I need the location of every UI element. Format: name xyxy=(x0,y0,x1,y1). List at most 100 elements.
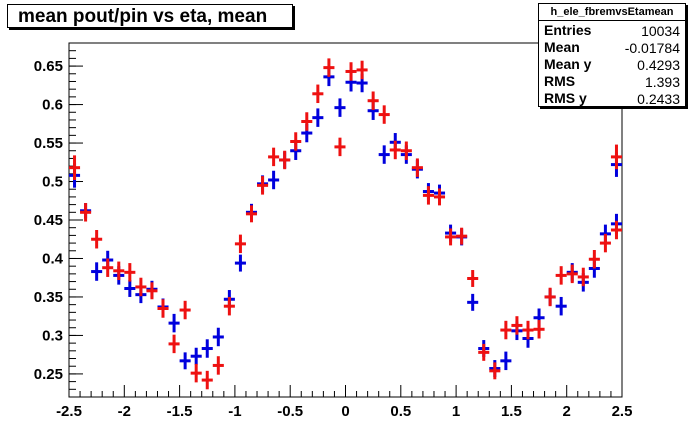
stats-label: Mean xyxy=(544,39,580,55)
x-tick-label: 0.5 xyxy=(390,403,411,420)
stats-value: -0.01784 xyxy=(624,40,680,56)
data-point xyxy=(234,254,246,272)
stats-box: h_ele_fbremvsEtamean Entries 10034 Mean … xyxy=(538,3,686,107)
data-point xyxy=(245,205,258,223)
data-point xyxy=(522,320,534,340)
series-layer xyxy=(69,58,622,390)
data-point xyxy=(500,320,512,340)
data-point xyxy=(422,186,434,205)
data-point xyxy=(378,105,390,124)
data-point xyxy=(257,176,269,195)
data-point xyxy=(610,144,622,170)
data-point xyxy=(80,203,92,222)
data-point xyxy=(212,356,224,375)
stats-label: Mean y xyxy=(544,56,592,72)
data-point xyxy=(334,98,346,117)
data-point xyxy=(168,313,180,333)
data-point xyxy=(334,137,346,157)
data-point xyxy=(345,62,357,81)
data-point xyxy=(433,188,446,206)
data-point xyxy=(367,91,379,110)
data-point xyxy=(113,261,125,281)
data-point xyxy=(400,141,412,160)
x-tick-label: 0 xyxy=(341,403,349,420)
data-point xyxy=(566,264,578,284)
stats-value: 10034 xyxy=(641,23,680,39)
stats-row-rms: RMS 1.393 xyxy=(539,72,685,90)
x-tick-label: -1 xyxy=(228,403,241,420)
data-point xyxy=(467,270,479,287)
data-point xyxy=(279,150,291,170)
data-point xyxy=(312,108,324,127)
data-point xyxy=(599,233,611,253)
data-point xyxy=(157,299,169,318)
x-tick-label: -2.5 xyxy=(56,403,82,420)
data-point xyxy=(124,263,136,282)
data-point xyxy=(201,370,213,390)
data-point xyxy=(478,343,490,361)
data-point xyxy=(268,147,280,167)
stats-row-rms-y: RMS y 0.2433 xyxy=(539,89,685,107)
stats-value: 0.4293 xyxy=(637,57,680,73)
data-point xyxy=(323,58,335,77)
y-tick-label: 0.6 xyxy=(42,97,63,114)
y-tick-label: 0.35 xyxy=(34,289,63,306)
x-tick-label: 2.5 xyxy=(612,403,633,420)
data-point xyxy=(588,250,600,269)
y-tick-label: 0.4 xyxy=(42,250,64,267)
data-point xyxy=(456,227,468,245)
stats-histogram-name: h_ele_fbremvsEtamean xyxy=(539,4,685,21)
stats-label: RMS y xyxy=(544,90,587,106)
y-tick-label: 0.55 xyxy=(34,135,63,152)
stats-label: RMS xyxy=(544,73,576,89)
data-point xyxy=(179,352,191,370)
data-point xyxy=(146,282,158,300)
data-point xyxy=(290,132,302,151)
axes: -2.5 -2 -1.5 -1 -0.5 0 0.5 1 1.5 2 2.5 0.25 0.3 0.35 0… xyxy=(34,42,633,420)
data-point xyxy=(69,155,81,180)
x-tick-label: -1.5 xyxy=(167,403,193,420)
data-point xyxy=(555,296,567,316)
data-point xyxy=(555,266,567,285)
chart-title: mean pout/pin vs eta, mean xyxy=(18,6,268,27)
data-point xyxy=(356,60,368,80)
data-point xyxy=(378,145,390,164)
data-point xyxy=(312,84,324,104)
data-point xyxy=(234,234,246,254)
data-point xyxy=(124,280,136,297)
x-tick-label: 1 xyxy=(452,403,460,420)
data-point xyxy=(223,296,235,316)
data-point xyxy=(135,277,147,297)
data-point xyxy=(544,287,556,307)
data-point xyxy=(179,300,191,320)
stats-label: Entries xyxy=(544,22,592,38)
x-tick-label: -0.5 xyxy=(277,403,303,420)
stats-value: 1.393 xyxy=(644,74,680,90)
data-point xyxy=(445,228,457,246)
x-tick-label: 1.5 xyxy=(501,403,522,420)
data-point xyxy=(467,293,479,311)
stats-row-mean-y: Mean y 0.4293 xyxy=(539,55,685,73)
stats-value: 0.2433 xyxy=(637,91,680,107)
title-box: mean pout/pin vs eta, mean xyxy=(7,4,293,28)
data-point xyxy=(268,170,280,190)
data-point xyxy=(389,140,401,160)
data-point xyxy=(201,339,213,358)
data-point xyxy=(610,220,622,240)
series-1 xyxy=(69,58,622,390)
data-point xyxy=(212,327,224,347)
stats-row-mean: Mean -0.01784 xyxy=(539,38,685,56)
x-tick-label: 2 xyxy=(563,403,571,420)
y-tick-label: 0.5 xyxy=(42,174,63,191)
x-tick-label: -2 xyxy=(118,403,131,420)
data-point xyxy=(577,267,589,287)
data-point xyxy=(489,362,501,380)
stats-row-entries: Entries 10034 xyxy=(539,21,685,39)
data-point xyxy=(102,258,114,277)
data-point xyxy=(190,347,202,365)
data-point xyxy=(411,158,423,177)
y-tick-label: 0.45 xyxy=(34,212,63,229)
data-point xyxy=(91,230,103,249)
data-point xyxy=(91,262,103,281)
